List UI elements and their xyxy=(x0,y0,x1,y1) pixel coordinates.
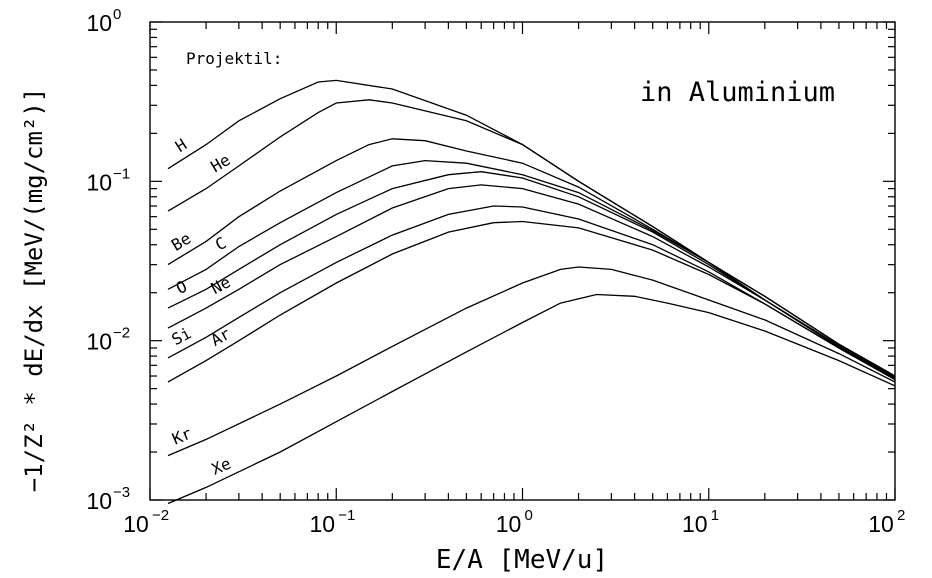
series-line-ne xyxy=(167,184,896,379)
x-tick-label: 10 xyxy=(868,511,894,537)
y-tick-label: 10 xyxy=(86,329,112,355)
x-tick-exponent: −2 xyxy=(152,507,169,524)
series-line-h xyxy=(167,79,896,377)
series-line-be xyxy=(167,138,896,378)
x-tick-label: 10 xyxy=(309,511,335,537)
x-tick-exponent: 0 xyxy=(525,507,533,524)
y-tick-exponent: −1 xyxy=(113,165,130,182)
series-group xyxy=(167,79,896,505)
y-tick-exponent: −2 xyxy=(113,325,130,342)
series-line-o xyxy=(167,171,896,379)
x-axis-label: E/A [MeV/u] xyxy=(436,545,608,575)
y-axis-label: −1/Z² * dE/dx [MeV/(mg/cm²)] xyxy=(20,88,48,493)
chart-annotation: in Aluminium xyxy=(640,77,835,108)
series-line-he xyxy=(167,99,896,377)
x-tick-exponent: 2 xyxy=(897,507,905,524)
axis-ticks xyxy=(149,21,896,501)
x-tick-exponent: 1 xyxy=(711,507,719,524)
x-tick-label: 10 xyxy=(123,511,149,537)
x-tick-exponent: −1 xyxy=(338,507,355,524)
series-label-h: H xyxy=(172,135,190,156)
y-tick-label: 10 xyxy=(86,488,112,514)
y-tick-exponent: −3 xyxy=(113,484,130,501)
series-line-xe xyxy=(167,293,896,505)
series-line-ar xyxy=(167,220,896,383)
series-label-o: O xyxy=(173,277,190,298)
series-label-kr: Kr xyxy=(169,423,194,448)
y-tick-exponent: 0 xyxy=(113,6,121,23)
y-tick-label: 10 xyxy=(86,169,112,195)
tick-labels: 10 −2 10 −1 10 0 10 1 10 210 −310 −210 −110 0 xyxy=(86,6,905,537)
legend-title: Projektil: xyxy=(186,49,282,68)
series-line-si xyxy=(167,205,896,381)
x-tick-label: 10 xyxy=(496,511,522,537)
x-tick-label: 10 xyxy=(682,511,708,537)
series-label-c: C xyxy=(212,233,229,254)
y-tick-label: 10 xyxy=(86,10,112,36)
series-label-xe: Xe xyxy=(209,454,234,479)
series-line-kr xyxy=(167,266,896,457)
